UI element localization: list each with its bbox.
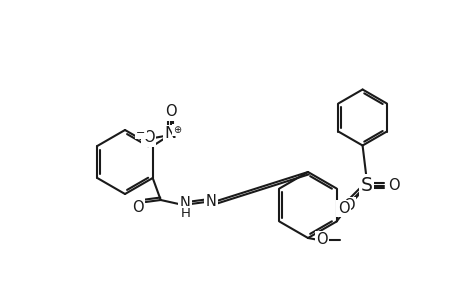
Text: O: O: [337, 201, 349, 216]
Text: ⊕: ⊕: [172, 125, 180, 135]
Text: O: O: [132, 200, 143, 214]
Text: O: O: [342, 198, 353, 213]
Text: O: O: [164, 104, 176, 119]
Text: N: N: [164, 127, 176, 142]
Text: N: N: [179, 196, 190, 211]
Text: O: O: [387, 178, 398, 193]
Text: O: O: [315, 232, 327, 247]
Text: H: H: [180, 208, 190, 220]
Text: −: −: [136, 128, 145, 138]
Text: N: N: [205, 194, 216, 209]
Text: O: O: [143, 130, 154, 146]
Text: S: S: [360, 176, 372, 195]
